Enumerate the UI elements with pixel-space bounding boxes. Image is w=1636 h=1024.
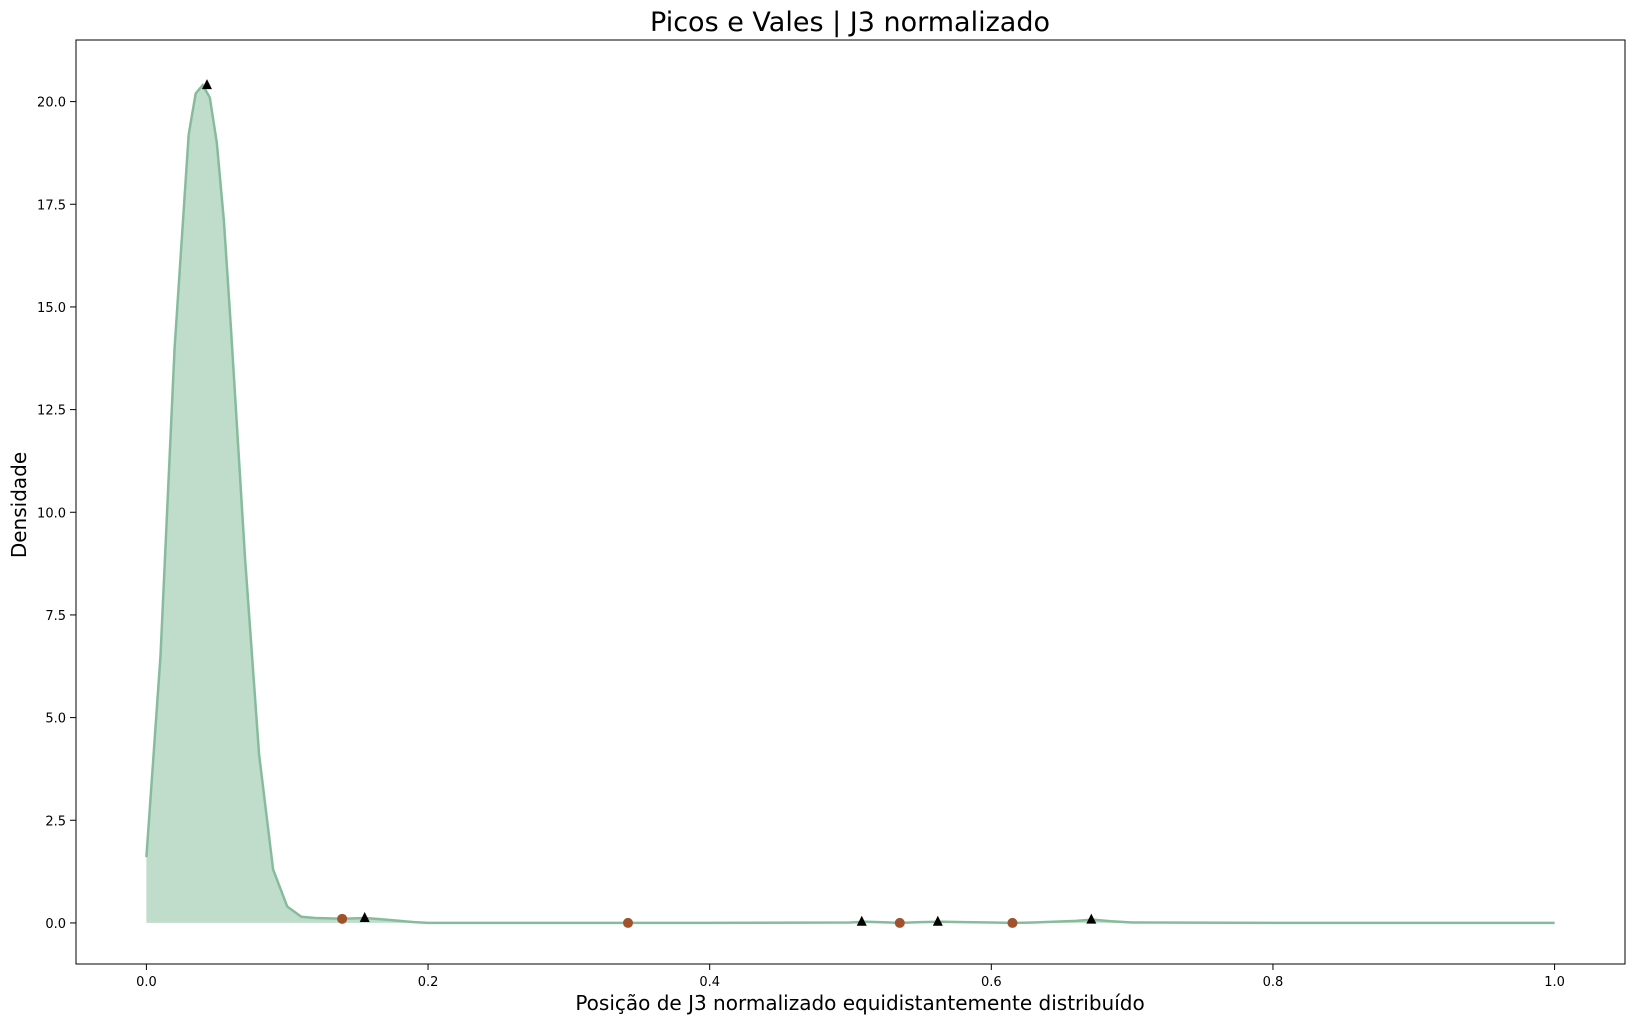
y-tick-label: 2.5 bbox=[45, 814, 66, 829]
peak-marker bbox=[932, 915, 943, 926]
y-tick-label: 7.5 bbox=[45, 609, 66, 624]
peak-marker bbox=[359, 912, 370, 923]
y-tick-label: 15.0 bbox=[37, 301, 66, 316]
x-tick-label: 0.6 bbox=[981, 975, 1002, 990]
x-axis: 0.0 0.2 0.4 0.6 0.8 1.0 bbox=[136, 964, 1565, 990]
density-area bbox=[146, 85, 1555, 923]
plot-area bbox=[145, 79, 1555, 928]
peak-marker bbox=[201, 79, 212, 90]
y-tick-label: 0.0 bbox=[45, 917, 66, 932]
density-line bbox=[145, 83, 1555, 925]
valley-marker bbox=[337, 913, 348, 924]
y-axis: 0.0 2.5 5.0 7.5 10.0 12.5 15.0 17.5 20.0 bbox=[37, 96, 76, 932]
chart-title: Picos e Vales | J3 normalizado bbox=[650, 7, 1050, 38]
y-tick-label: 10.0 bbox=[37, 506, 66, 521]
x-axis-label: Posição de J3 normalizado equidistanteme… bbox=[575, 991, 1144, 1015]
peak-marker bbox=[856, 915, 867, 926]
x-tick-label: 0.4 bbox=[699, 975, 720, 990]
y-tick-label: 20.0 bbox=[37, 96, 66, 111]
y-tick-label: 17.5 bbox=[37, 198, 66, 213]
x-tick-label: 1.0 bbox=[1544, 975, 1565, 990]
valley-marker bbox=[894, 917, 905, 928]
y-tick-label: 5.0 bbox=[45, 712, 66, 727]
peak-marker bbox=[1086, 913, 1097, 924]
y-axis-label: Densidade bbox=[7, 452, 31, 558]
valley-marker bbox=[623, 917, 634, 928]
x-tick-label: 0.8 bbox=[1263, 975, 1284, 990]
y-tick-label: 12.5 bbox=[37, 404, 66, 419]
x-tick-label: 0.2 bbox=[418, 975, 439, 990]
valley-marker bbox=[1007, 917, 1018, 928]
x-tick-label: 0.0 bbox=[136, 975, 157, 990]
plot-frame bbox=[75, 39, 1626, 965]
